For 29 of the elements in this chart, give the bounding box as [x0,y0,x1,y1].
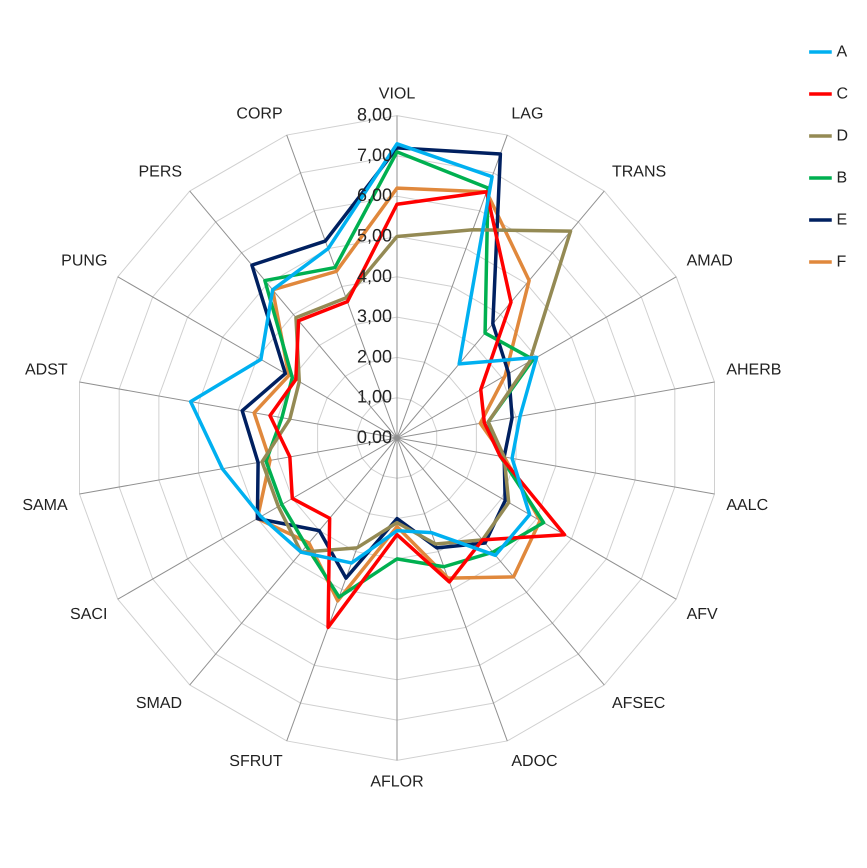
spoke-label: AMAD [686,252,733,270]
spoke-label: AFSEC [612,695,666,712]
y-tick-label: 0,00 [356,426,392,447]
spoke-label: ADST [25,362,68,379]
spoke-label: LAG [511,106,544,123]
legend-label: C [836,85,848,102]
legend-label: E [836,211,848,228]
spoke-label: SACI [70,606,108,624]
spoke-label: SMAD [136,695,182,712]
legend-label: A [836,43,848,60]
y-tick-label: 1,00 [356,386,392,407]
spoke-label: AHERB [726,362,782,379]
spoke-label: PUNG [61,252,108,270]
spoke-label: ADOC [511,753,558,770]
spoke-label: SFRUT [229,753,283,770]
y-tick-label: 2,00 [356,346,392,366]
legend-label: F [836,253,846,270]
spoke-label: AFLOR [370,773,424,790]
spoke-label: PERS [138,164,182,181]
spoke-label: AALC [726,497,768,514]
y-tick-label: 8,00 [356,104,392,125]
spoke-label: VIOL [378,85,416,102]
y-tick-label: 3,00 [356,306,392,326]
spoke-label: CORP [236,106,283,123]
spoke-label: AFV [686,606,718,624]
legend-label: B [836,169,848,186]
spoke-label: TRANS [612,164,666,181]
legend-label: D [836,127,848,144]
spoke-label: SAMA [22,497,68,514]
